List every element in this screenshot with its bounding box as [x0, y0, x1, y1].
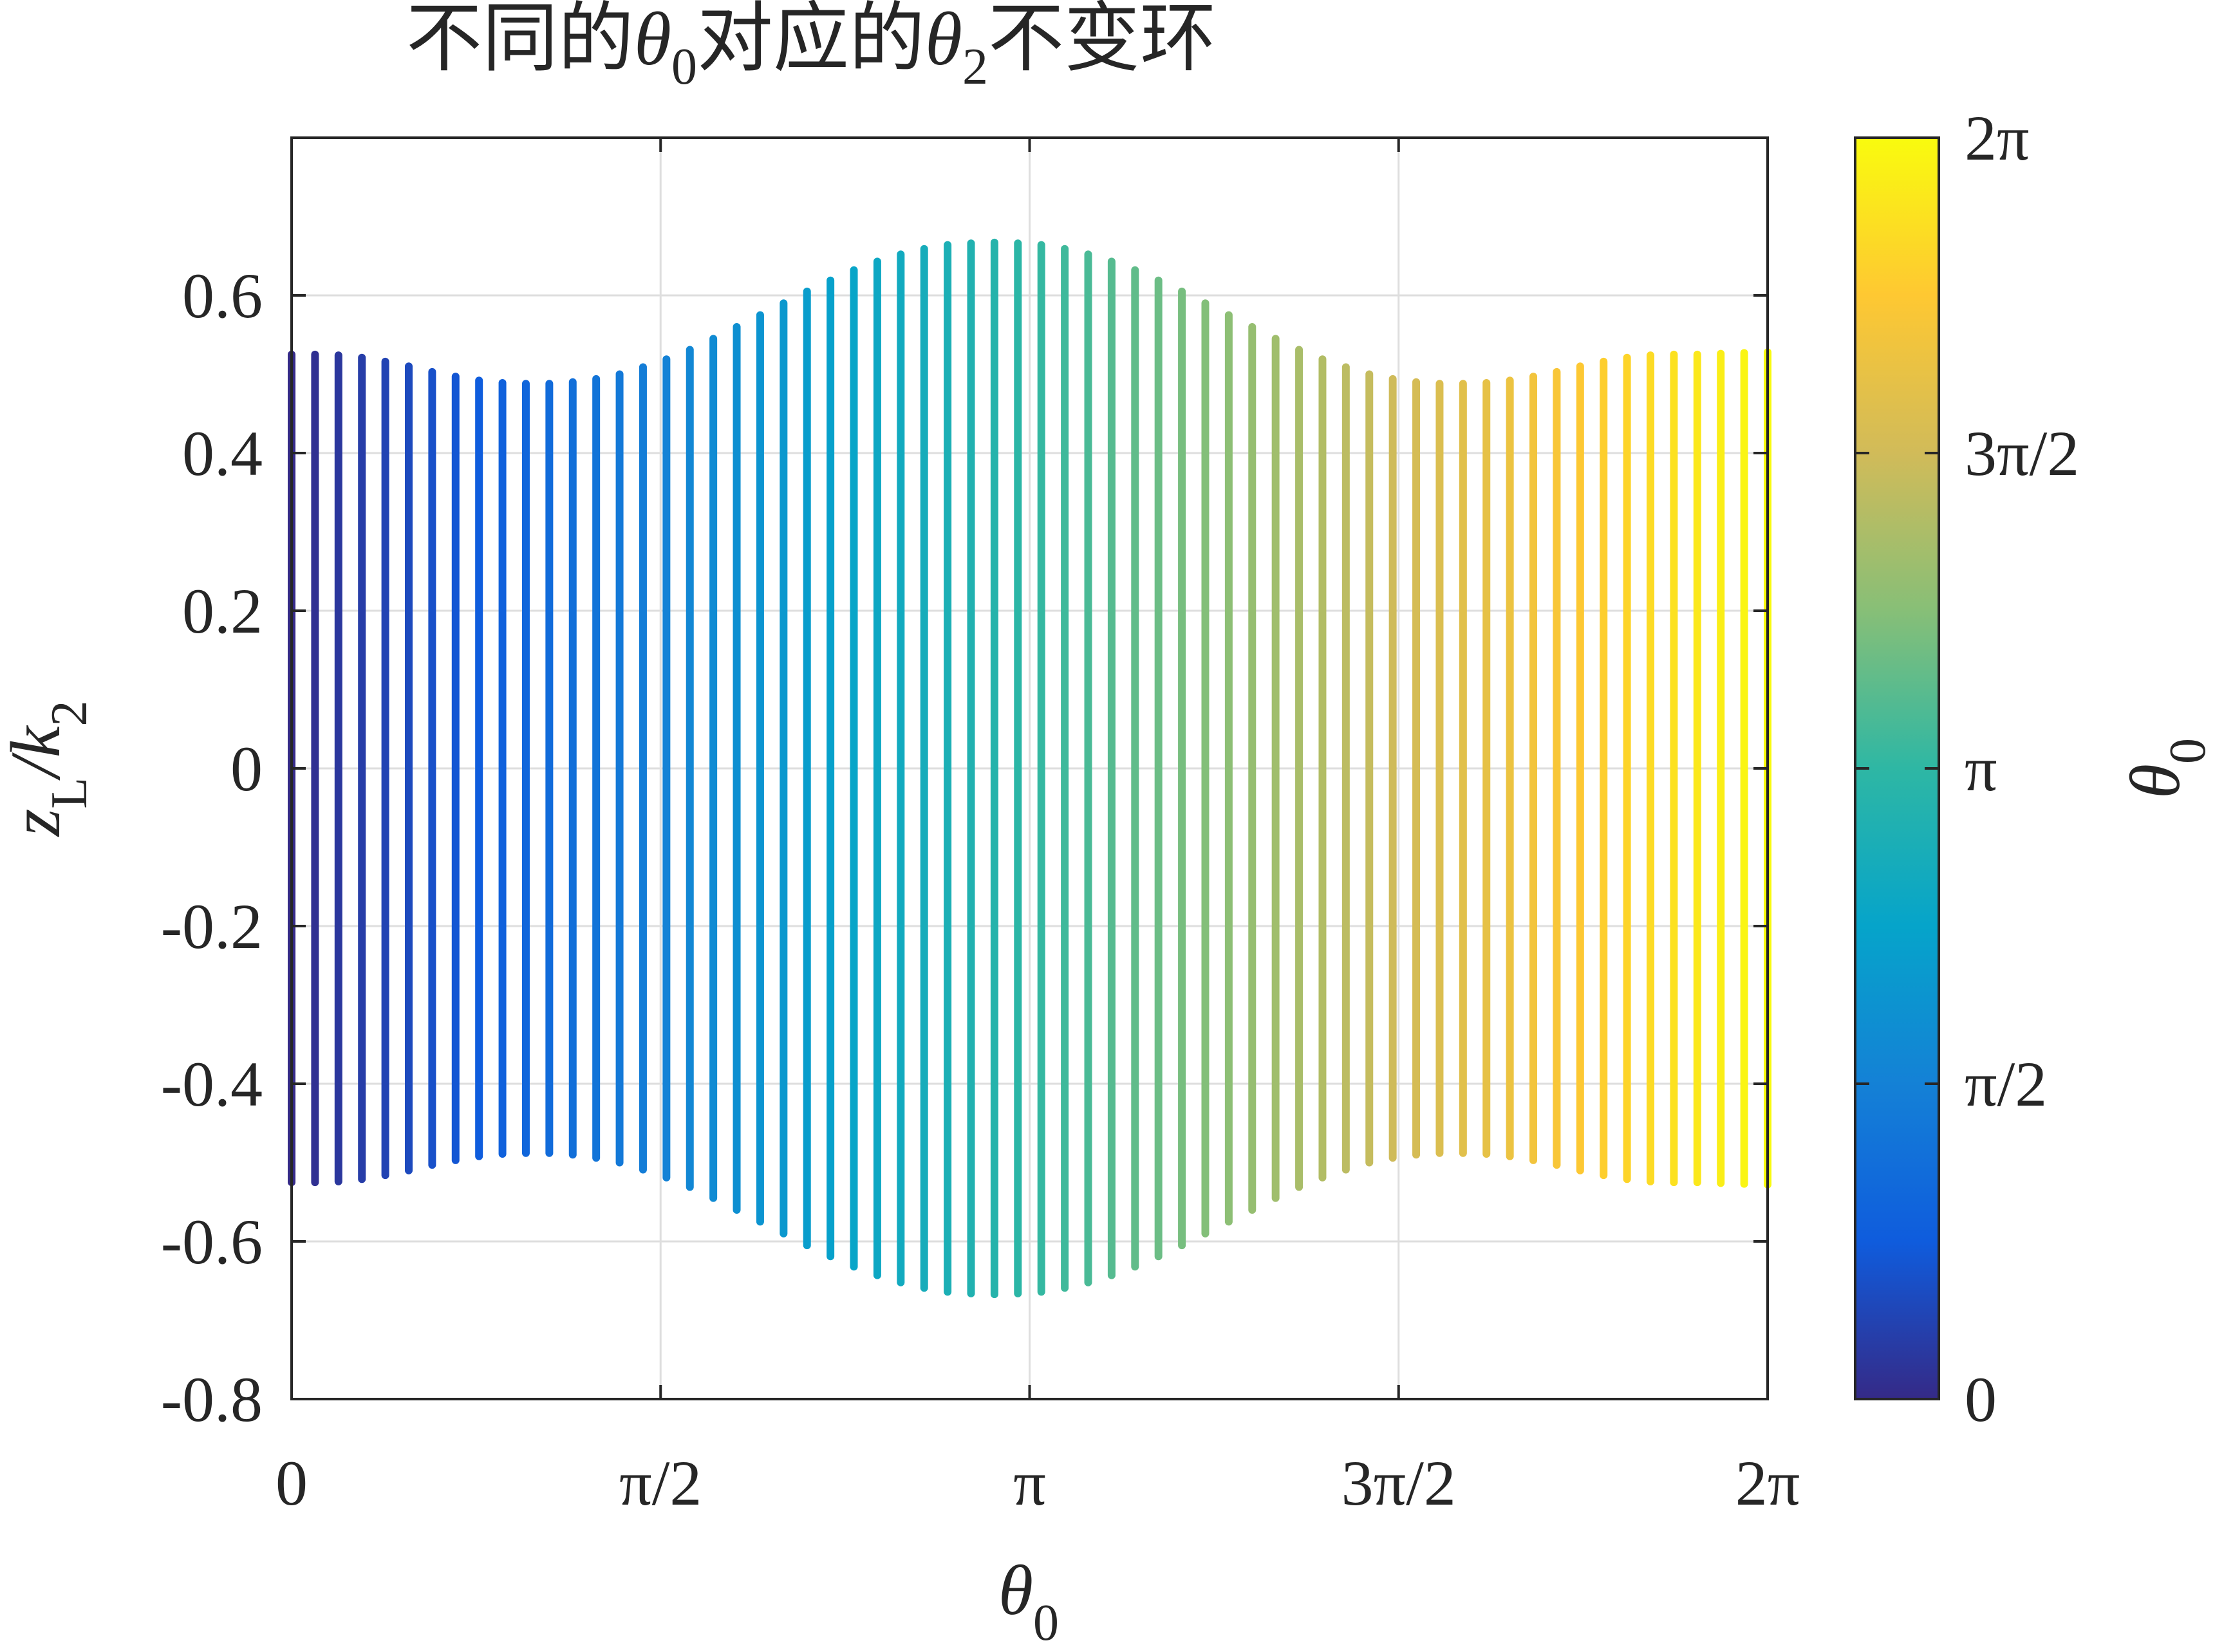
grid [290, 138, 1769, 1400]
colorbar-tick-label-1: π/2 [1965, 1048, 2047, 1120]
data-segments [288, 238, 1771, 1299]
x-tick-label-0: 0 [276, 1447, 308, 1519]
y-tick-label-6: 0.4 [182, 418, 263, 489]
x-tick-label-2: π [1013, 1447, 1046, 1519]
y-tick-label-4: 0 [230, 733, 263, 804]
y-tick-label-2: -0.4 [161, 1048, 263, 1120]
x-tick-label-1: π/2 [619, 1447, 702, 1519]
x-tick-labels: 0 π/2 π 3π/2 2π [276, 1447, 1800, 1519]
colorbar-tick-labels: 0 π/2 π 3π/2 2π [1965, 102, 2079, 1435]
colorbar-tick-label-3: 3π/2 [1965, 418, 2079, 489]
colorbar-tick-label-2: π [1965, 733, 1997, 804]
colorbar-label: θ0 [2116, 738, 2216, 799]
x-tick-label-3: 3π/2 [1341, 1447, 1456, 1519]
colorbar-tick-label-4: 2π [1965, 102, 2030, 174]
colorbar-tick-label-0: 0 [1965, 1364, 1997, 1435]
y-tick-label-5: 0.2 [182, 575, 263, 647]
chart-title: 不同的θ0对应的θ2不变环 [406, 0, 1216, 95]
y-tick-label-3: -0.2 [161, 891, 263, 962]
axis-ticks [290, 138, 1769, 1400]
y-tick-labels: -0.8 -0.6 -0.4 -0.2 0 0.2 0.4 0.6 [161, 260, 263, 1435]
y-tick-label-7: 0.6 [182, 260, 263, 331]
x-axis-label: θ0 [998, 1551, 1059, 1651]
y-tick-label-1: -0.6 [161, 1206, 263, 1277]
y-tick-label-0: -0.8 [161, 1364, 263, 1435]
y-axis-label: zL/k2 [0, 700, 98, 837]
colorbar-ticks [1855, 136, 1939, 1400]
x-tick-label-4: 2π [1735, 1447, 1800, 1519]
